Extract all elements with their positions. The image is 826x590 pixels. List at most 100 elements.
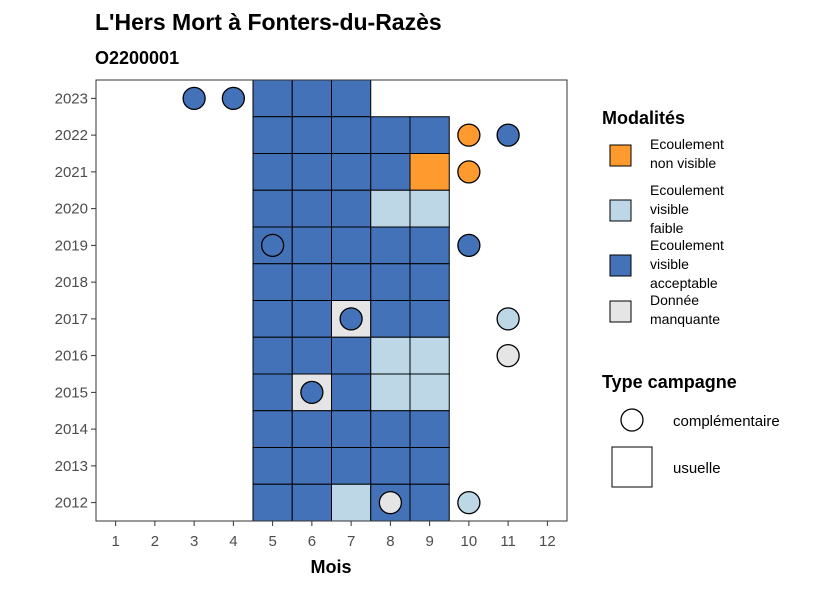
cell-2021-7 (331, 153, 372, 191)
x-tick-label-11: 11 (500, 533, 516, 550)
x-tick-label-4: 4 (229, 533, 237, 550)
legend-campagne-title: Type campagne (602, 372, 737, 392)
chart-title: L'Hers Mort à Fonters-du-Razès (95, 9, 442, 35)
cell-2012-5 (252, 483, 293, 522)
plot-border (95, 79, 568, 522)
cell-2012-7 (331, 483, 372, 522)
legend-key-EVF (609, 199, 632, 222)
x-tick-label-7: 7 (347, 533, 355, 550)
legend-key-DM (609, 300, 632, 323)
y-tick-label-2019: 2019 (55, 237, 88, 254)
cell-2012-6 (291, 483, 332, 522)
cell-2018-7 (331, 263, 372, 301)
point-2023-4 (221, 86, 246, 111)
cell-2019-8 (370, 226, 411, 265)
point-2019-10 (457, 233, 481, 258)
point-2021-10 (457, 160, 481, 184)
cell-2022-7 (331, 116, 372, 154)
usuelle-cells (252, 79, 450, 522)
y-tick-label-2012: 2012 (55, 495, 88, 512)
point-2012-8 (378, 490, 403, 515)
y-tick-label-2013: 2013 (55, 458, 88, 475)
legend-circle-key (620, 408, 644, 432)
legend-label-EVA-2: acceptable (650, 275, 718, 291)
y-tick-label-2022: 2022 (55, 127, 88, 144)
cell-2022-6 (291, 116, 332, 154)
x-axis-title: Mois (310, 557, 351, 577)
cell-2017-9 (409, 300, 450, 338)
point-2019-5 (260, 233, 285, 258)
cell-2014-9 (409, 410, 450, 448)
cell-2012-9 (409, 483, 450, 522)
legend-label-EVF-0: Ecoulement (650, 182, 724, 198)
complementaire-points (182, 86, 520, 515)
cell-2020-9 (409, 189, 450, 228)
cell-2016-6 (291, 336, 332, 375)
cell-2016-9 (409, 336, 450, 375)
legend-label-ENV-1: non visible (650, 155, 716, 171)
point-2016-11 (496, 343, 520, 368)
cell-2019-7 (331, 226, 372, 265)
x-axis: 1 2 3 4 5 6 7 8 9 10 11 12 (111, 521, 556, 550)
legend-modalites-title: Modalités (602, 108, 685, 128)
cell-2018-8 (370, 263, 411, 301)
y-tick-label-2020: 2020 (55, 201, 88, 218)
y-tick-label-2015: 2015 (55, 384, 88, 401)
cell-2018-6 (291, 263, 332, 301)
x-tick-label-3: 3 (190, 533, 198, 550)
cell-2016-5 (252, 336, 293, 375)
cell-2020-7 (331, 189, 372, 228)
legend-label-EVF-1: visible (650, 201, 689, 217)
legend-campagne-label-0: complémentaire (673, 413, 780, 430)
legend-square-key (611, 446, 653, 488)
cell-2014-8 (370, 410, 411, 448)
cell-2022-8 (370, 116, 411, 154)
cell-2020-8 (370, 189, 411, 228)
y-tick-label-2023: 2023 (55, 90, 88, 107)
cell-2018-5 (252, 263, 293, 301)
x-tick-label-10: 10 (461, 533, 478, 550)
cell-2016-7 (331, 336, 372, 375)
cell-2019-6 (291, 226, 332, 265)
cell-2019-9 (409, 226, 450, 265)
legend-label-EVA-0: Ecoulement (650, 237, 724, 253)
y-tick-label-2017: 2017 (55, 311, 88, 328)
y-tick-label-2021: 2021 (55, 164, 88, 181)
plot-area (95, 79, 568, 522)
cell-2022-9 (409, 116, 450, 154)
legend-modalites: Modalités Ecoulement non visible Ecoulemen… (602, 108, 724, 327)
cell-2023-5 (252, 79, 293, 118)
cell-2021-6 (291, 153, 332, 191)
cell-2017-8 (370, 300, 411, 338)
point-2017-7 (339, 307, 363, 331)
x-tick-label-1: 1 (111, 533, 119, 550)
cell-2013-9 (409, 447, 450, 485)
legend-key-ENV (609, 144, 632, 167)
cell-2023-6 (291, 79, 332, 118)
cell-2013-8 (370, 447, 411, 485)
cell-2020-5 (252, 189, 293, 228)
point-2015-6 (300, 380, 324, 405)
cell-2014-5 (252, 410, 293, 448)
cell-2021-9 (409, 153, 450, 191)
point-2022-10 (457, 123, 481, 147)
cell-2020-6 (291, 189, 332, 228)
cell-2021-5 (252, 153, 293, 191)
legend-label-ENV-0: Ecoulement (650, 136, 724, 152)
x-tick-label-6: 6 (308, 533, 316, 550)
legend-campagne-label-1: usuelle (673, 460, 721, 477)
cell-2022-5 (252, 116, 293, 154)
cell-2015-7 (331, 373, 372, 412)
cell-2013-6 (291, 447, 332, 485)
y-tick-label-2018: 2018 (55, 274, 88, 291)
x-tick-label-12: 12 (539, 533, 556, 550)
x-tick-label-5: 5 (268, 533, 276, 550)
cell-2023-7 (331, 79, 372, 118)
cell-2015-9 (409, 373, 450, 412)
legend-label-EVF-2: faible (650, 220, 684, 236)
point-2022-11 (496, 123, 520, 147)
x-tick-label-2: 2 (151, 533, 159, 550)
y-tick-label-2014: 2014 (55, 421, 88, 438)
x-tick-label-9: 9 (425, 533, 433, 550)
